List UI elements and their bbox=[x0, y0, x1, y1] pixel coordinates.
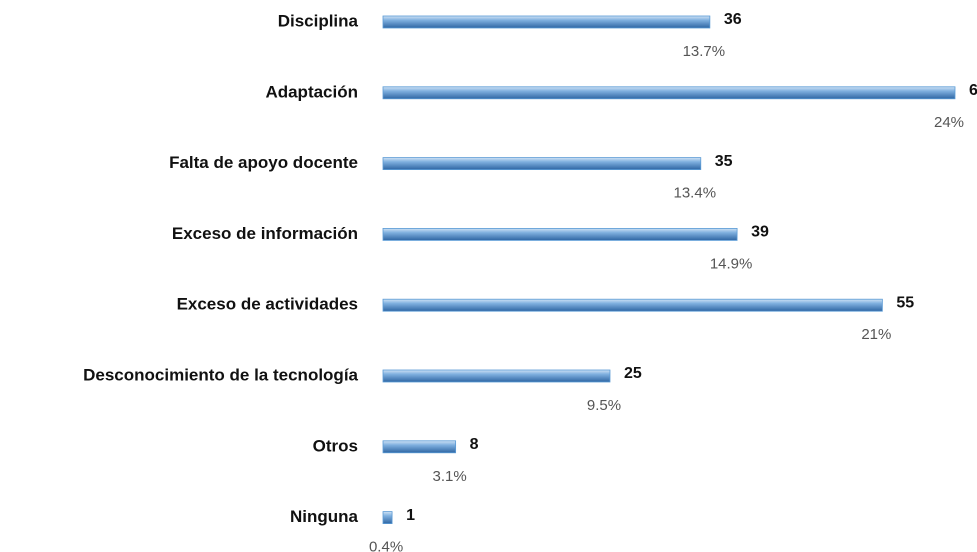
value-label: 8 bbox=[470, 436, 479, 453]
bar bbox=[382, 227, 738, 241]
category-label: Ninguna bbox=[290, 507, 359, 526]
category-label: Desconocimiento de la tecnología bbox=[83, 365, 358, 384]
bar-group bbox=[382, 298, 883, 312]
percent-label: 24% bbox=[934, 114, 964, 131]
value-label: 25 bbox=[624, 365, 642, 382]
category-label: Exceso de actividades bbox=[177, 295, 358, 314]
bar-group bbox=[382, 15, 711, 29]
percent-label: 14.9% bbox=[710, 255, 753, 272]
bar-group bbox=[382, 511, 393, 525]
value-label: 63 bbox=[969, 82, 977, 99]
percent-label: 13.4% bbox=[674, 185, 717, 202]
category-label: Exceso de información bbox=[172, 224, 358, 243]
bar bbox=[382, 369, 611, 383]
category-label: Falta de apoyo docente bbox=[169, 153, 358, 172]
value-label: 39 bbox=[751, 224, 769, 241]
bar bbox=[382, 511, 393, 525]
value-label: 1 bbox=[406, 507, 415, 524]
value-label: 35 bbox=[715, 153, 733, 170]
bar-group bbox=[382, 369, 611, 383]
bar-group bbox=[382, 157, 702, 171]
category-label: Disciplina bbox=[278, 11, 359, 30]
bar-group bbox=[382, 86, 956, 100]
bar bbox=[382, 86, 956, 100]
bar-group bbox=[382, 440, 457, 454]
percent-label: 13.7% bbox=[683, 43, 726, 60]
percent-label: 9.5% bbox=[587, 397, 621, 414]
bar-group bbox=[382, 227, 738, 241]
value-label: 36 bbox=[724, 11, 742, 28]
bar bbox=[382, 15, 711, 29]
percent-label: 0.4% bbox=[369, 539, 403, 552]
bar bbox=[382, 440, 457, 454]
bar bbox=[382, 298, 883, 312]
percent-label: 21% bbox=[861, 326, 891, 343]
category-label: Otros bbox=[313, 436, 358, 455]
percent-label: 3.1% bbox=[433, 468, 467, 485]
value-label: 55 bbox=[896, 294, 914, 311]
bar bbox=[382, 157, 702, 171]
category-label: Adaptación bbox=[265, 82, 358, 101]
